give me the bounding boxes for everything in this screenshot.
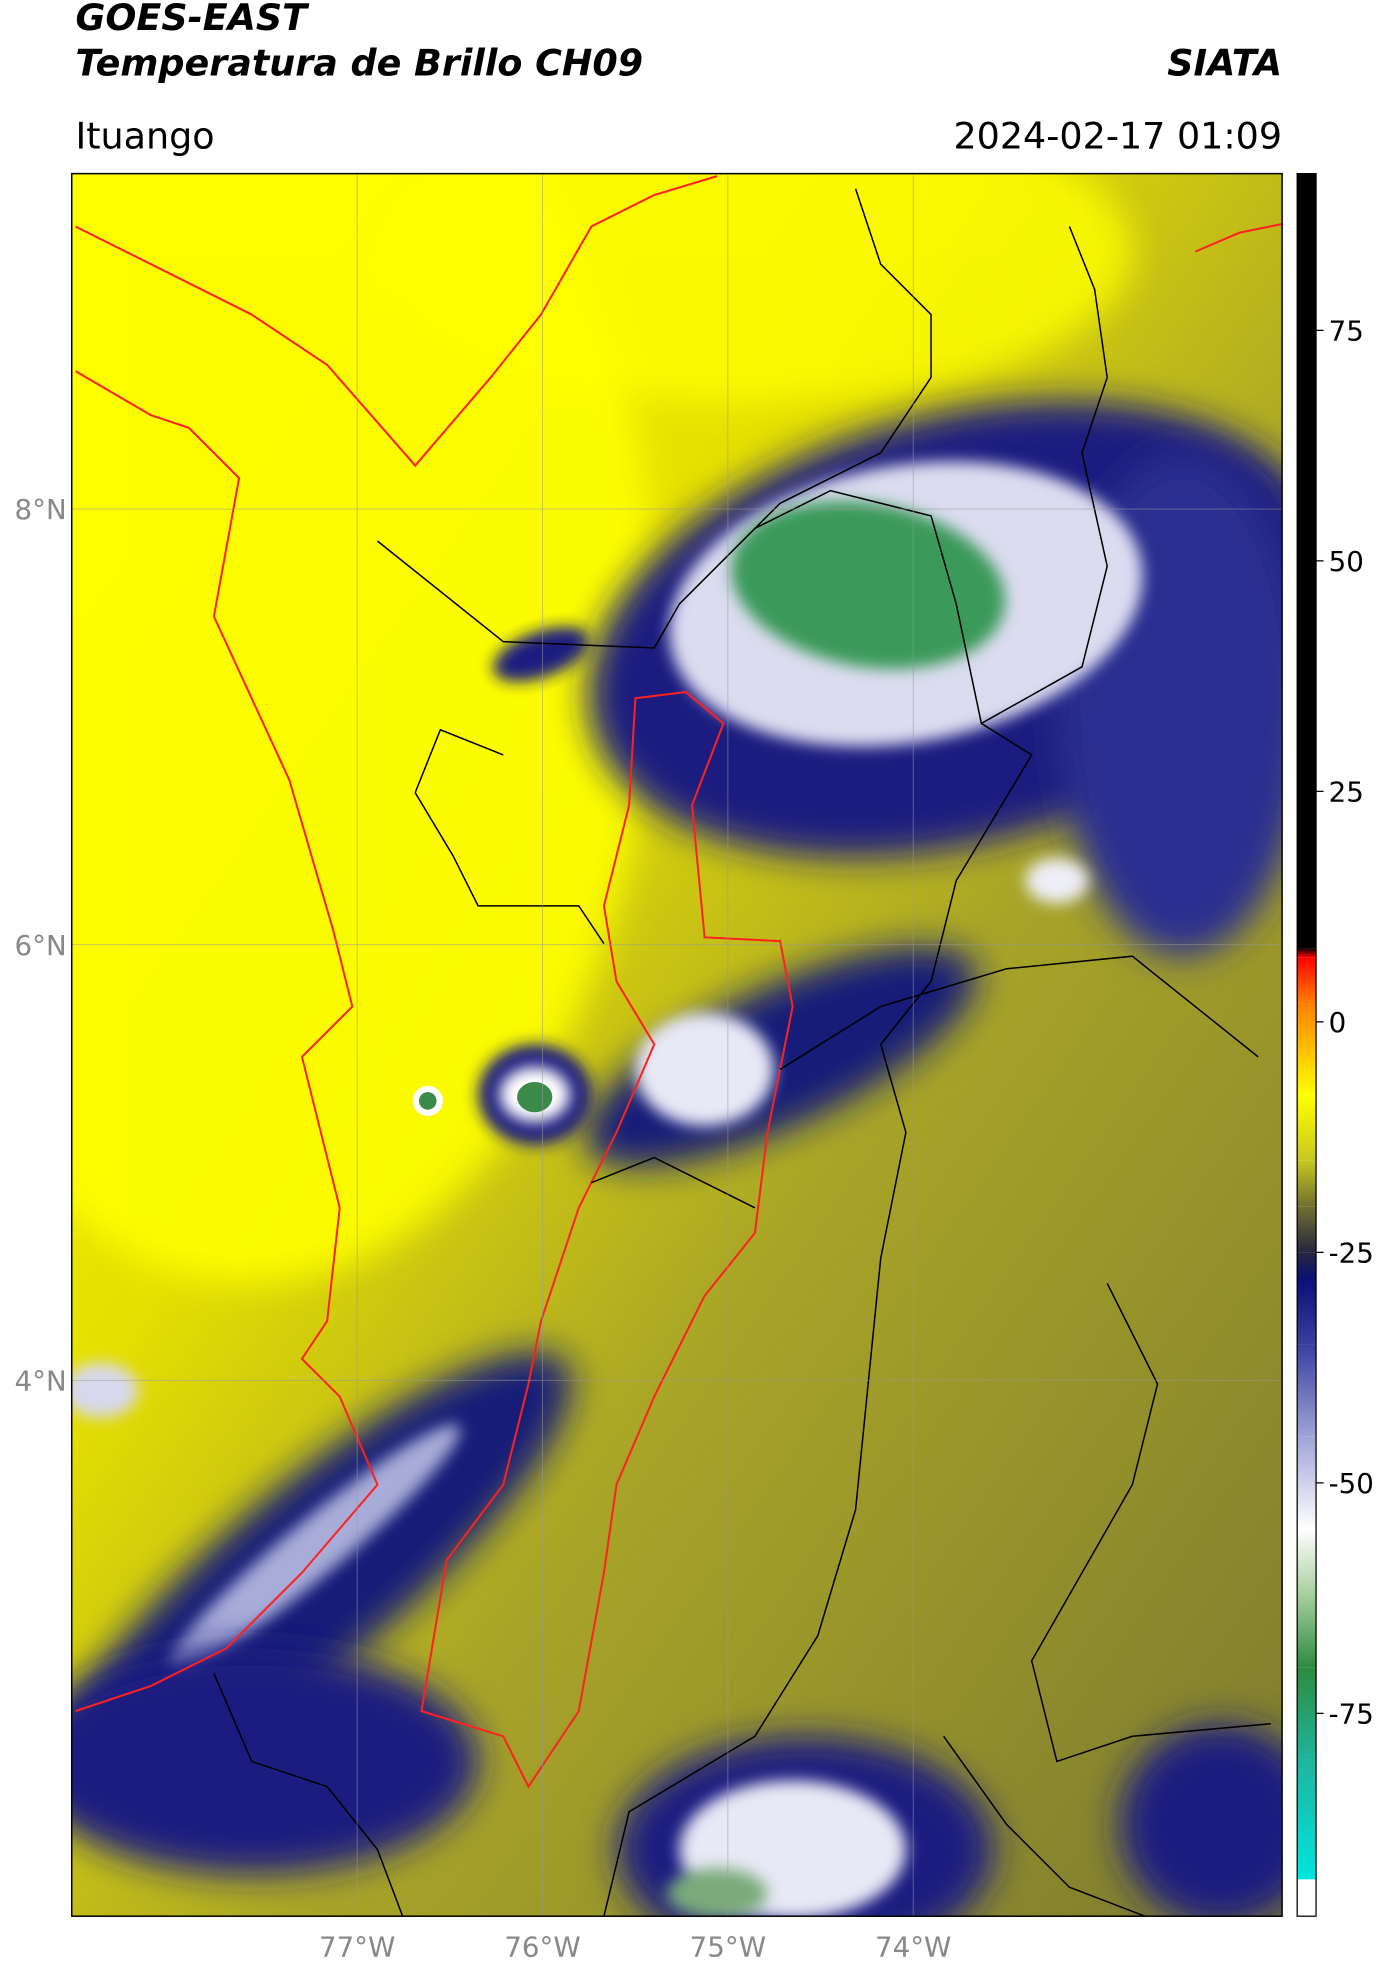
colorbar-segment bbox=[1297, 1252, 1317, 1281]
x-tick-label: 77°W bbox=[319, 1930, 395, 1963]
colorbar-segment bbox=[1297, 1003, 1317, 1050]
map-frame bbox=[70, 172, 1283, 1917]
colorbar-tick-label: -50 bbox=[1329, 1467, 1374, 1500]
title: GOES-EAST bbox=[75, 0, 310, 39]
colorbar-tick-label: 50 bbox=[1329, 545, 1364, 578]
y-tick-label: 8°N bbox=[15, 493, 67, 526]
colorbar-tick-label: 0 bbox=[1329, 1006, 1347, 1039]
colorbar-segment bbox=[1297, 1528, 1317, 1594]
colorbar-tick-label: -75 bbox=[1329, 1697, 1374, 1730]
colorbar-segment bbox=[1297, 1667, 1317, 1760]
colorbar-tick-label: -25 bbox=[1329, 1236, 1374, 1269]
colorbar-segment bbox=[1297, 1593, 1317, 1668]
colorbar-segment bbox=[1297, 1759, 1317, 1880]
colorbar-segment bbox=[1297, 1095, 1317, 1161]
y-tick-label: 4°N bbox=[15, 1364, 67, 1397]
datetime: 2024-02-17 01:09 bbox=[953, 114, 1282, 157]
colorbar-segment bbox=[1297, 1280, 1317, 1345]
colorbar-segment bbox=[1297, 173, 1317, 949]
y-tick-label: 6°N bbox=[15, 929, 67, 962]
x-tick-label: 76°W bbox=[504, 1930, 580, 1963]
colorbar-segment bbox=[1297, 1879, 1317, 1917]
subtitle: Temperatura de Brillo CH09 bbox=[75, 41, 643, 84]
x-tick-label: 74°W bbox=[875, 1930, 951, 1963]
colorbar-segment bbox=[1297, 1344, 1317, 1437]
org: SIATA bbox=[1167, 41, 1282, 84]
colorbar-segment bbox=[1297, 957, 1317, 1004]
colorbar-frame bbox=[1296, 172, 1317, 1917]
colorbar-segment bbox=[1297, 1049, 1317, 1096]
colorbar-segment bbox=[1297, 1160, 1317, 1207]
colorbar-segment bbox=[1297, 1436, 1317, 1529]
colorbar-segment bbox=[1297, 948, 1317, 958]
colorbar-segment bbox=[1297, 1206, 1317, 1253]
colorbar-tick-label: 25 bbox=[1329, 775, 1364, 808]
x-tick-label: 75°W bbox=[690, 1930, 766, 1963]
location: Ituango bbox=[75, 114, 214, 157]
colorbar-tick-label: 75 bbox=[1329, 314, 1364, 347]
